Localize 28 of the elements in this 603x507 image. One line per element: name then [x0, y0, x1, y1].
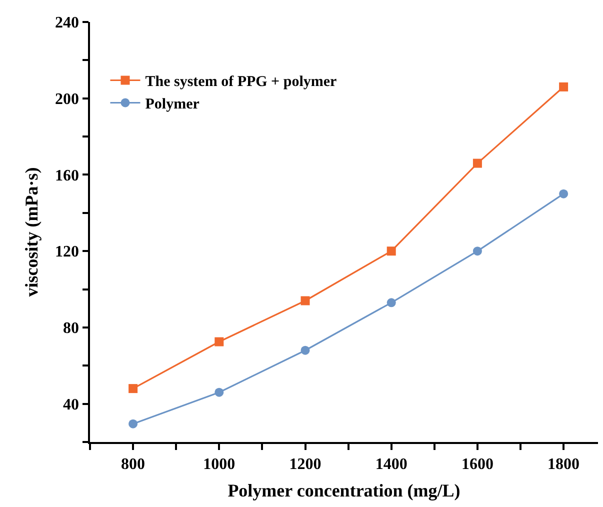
- point: [386, 246, 396, 256]
- point: [472, 246, 482, 256]
- point: [300, 296, 310, 306]
- x-tick-label: 800: [121, 456, 146, 473]
- y-tick-label: 120: [55, 244, 80, 261]
- y-tick-label: 200: [55, 90, 80, 108]
- y-tick-label: 80: [63, 320, 80, 338]
- point: [128, 419, 138, 428]
- point: [472, 158, 482, 168]
- x-tick-label: 1600: [461, 456, 494, 473]
- y-tick-label: 240: [55, 14, 80, 32]
- point: [128, 384, 138, 394]
- legend-label: Polymer: [145, 96, 200, 113]
- x-tick-label: 1200: [289, 456, 322, 473]
- y-axis-title: viscosity (mPa·s): [22, 167, 42, 297]
- point: [214, 388, 224, 397]
- point: [386, 298, 396, 308]
- y-tick-label: 160: [55, 167, 80, 184]
- point: [559, 189, 568, 198]
- point: [559, 82, 568, 92]
- x-tick-label: 1400: [375, 456, 408, 473]
- y-tick-label: 40: [63, 396, 80, 414]
- x-tick-label: 1800: [548, 456, 580, 473]
- point: [214, 337, 224, 346]
- x-tick-label: 1000: [203, 456, 236, 473]
- x-axis-title: Polymer concentration (mg/L): [228, 480, 460, 501]
- point: [300, 346, 310, 355]
- legend-label: The system of PPG + polymer: [145, 74, 338, 90]
